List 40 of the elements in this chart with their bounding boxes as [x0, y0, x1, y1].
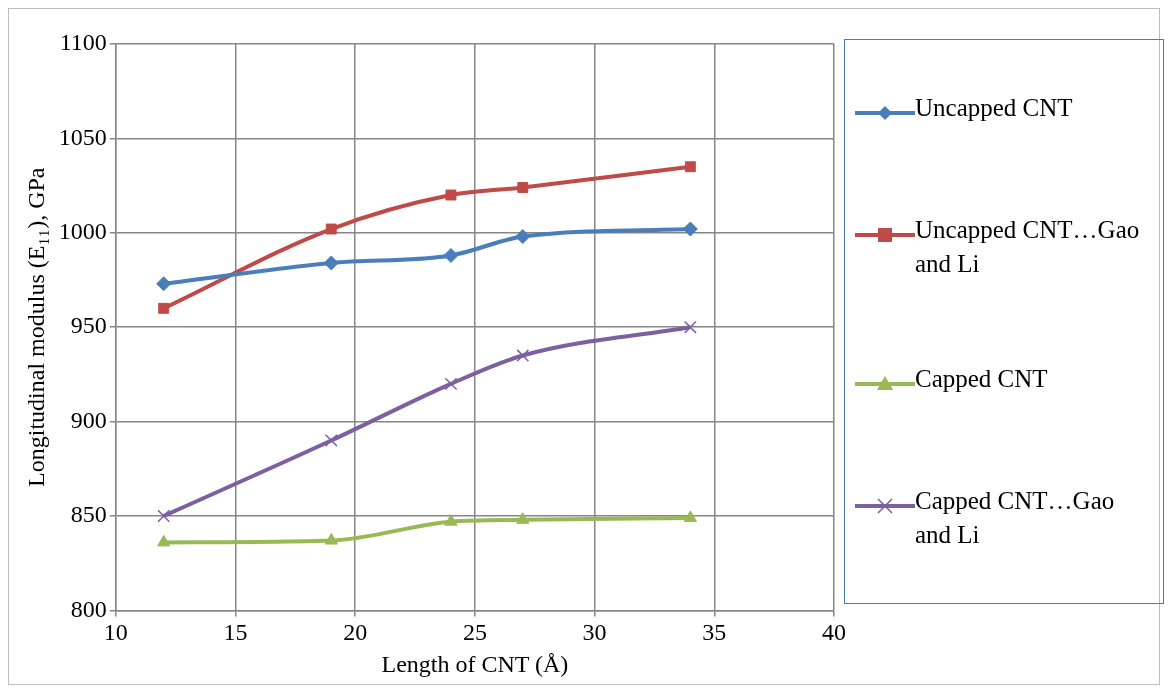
point: [157, 509, 171, 523]
point: [515, 229, 531, 245]
y-tick-label: 1100: [59, 29, 107, 56]
x-tick-label: 20: [343, 619, 368, 646]
legend-label: Capped CNT: [915, 364, 1048, 395]
x-tick-label: 25: [462, 619, 487, 646]
y-axis-title: Longitudinal modulus (E₁₁), GPa: [22, 167, 49, 487]
point: [516, 512, 530, 524]
point: [156, 276, 172, 292]
point: [158, 302, 170, 314]
point: [444, 514, 458, 526]
point: [516, 349, 530, 362]
point: [682, 221, 698, 237]
y-tick-label: 900: [70, 406, 107, 433]
point: [684, 161, 696, 173]
point: [517, 182, 529, 193]
x-tick-label: 35: [702, 619, 727, 646]
x-tick-label: 30: [582, 619, 607, 646]
x-tick-label: 10: [103, 619, 128, 646]
point: [444, 377, 458, 391]
point: [325, 223, 337, 235]
y-tick-label: 1050: [58, 123, 107, 150]
x-tick-label: 40: [822, 619, 846, 646]
point: [683, 510, 697, 522]
point: [324, 434, 338, 447]
point: [443, 247, 459, 263]
legend-label: Capped CNT…Gao and Li: [915, 486, 1116, 551]
y-tick-label: 800: [70, 595, 107, 622]
y-tick-label: 1000: [58, 218, 107, 245]
y-tick-label: 850: [70, 501, 107, 528]
point: [324, 533, 338, 545]
x-axis-title: Length of CNT (Å): [381, 650, 569, 677]
legend-label: Uncapped CNT…Gao and Li: [915, 214, 1141, 279]
y-tick-label: 950: [70, 312, 107, 339]
point: [323, 255, 339, 271]
point: [683, 320, 697, 334]
point: [445, 189, 457, 201]
point: [157, 534, 171, 547]
legend-label: Uncapped CNT: [915, 92, 1073, 123]
x-tick-label: 15: [223, 619, 248, 646]
